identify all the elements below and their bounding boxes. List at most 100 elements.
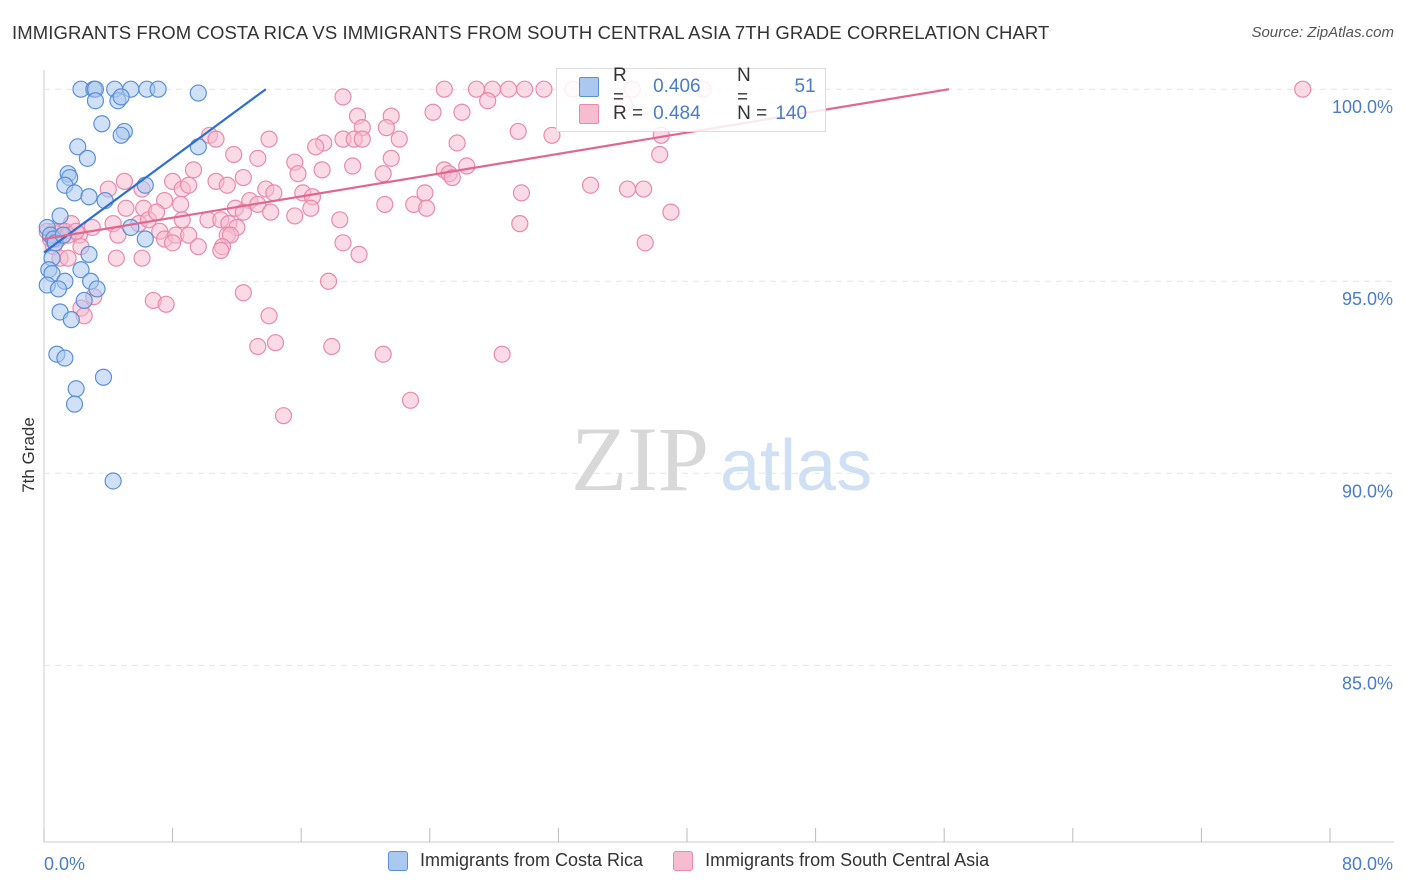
point-south-central-asia [180,176,198,194]
point-south-central-asia [189,238,207,256]
point-south-central-asia [511,215,529,233]
y-tick-label: 90.0% [1342,481,1393,501]
point-costa-rica [80,245,98,263]
point-south-central-asia [262,203,280,221]
point-south-central-asia [509,122,527,141]
trend-line-costa-rica [43,88,267,254]
point-south-central-asia [581,176,600,194]
point-costa-rica [78,149,97,167]
point-south-central-asia [157,295,175,313]
point-south-central-asia [424,103,442,121]
stats-n-value: 51 [794,76,816,97]
point-costa-rica [67,380,85,398]
grid-lines [44,88,1394,666]
point-south-central-asia [435,80,453,98]
point-south-central-asia [172,195,190,214]
point-south-central-asia [443,168,461,187]
legend-swatch-blue [388,850,408,871]
stats-swatch-blue [579,77,599,97]
x-tick-label: 0.0% [44,854,85,874]
point-south-central-asia [107,249,125,267]
point-costa-rica [136,176,154,194]
point-south-central-asia [377,119,395,137]
point-south-central-asia [133,249,151,267]
x-tick-label: 80.0% [1342,854,1393,874]
chart-source: Source: ZipAtlas.com [1251,24,1394,41]
point-south-central-asia [516,80,534,98]
point-south-central-asia [115,172,133,190]
point-south-central-asia [265,184,283,202]
point-south-central-asia [458,157,476,175]
point-costa-rica [112,126,130,144]
point-south-central-asia [493,345,511,363]
point-costa-rica [136,230,154,248]
stats-n-value: 140 [775,103,808,124]
stats-r-value: 0.406 [653,76,701,97]
chart-legend: Immigrants from Costa Rica Immigrants fr… [388,850,1019,871]
point-costa-rica [80,188,98,206]
point-costa-rica [72,261,90,279]
watermark-zip: ZIP [571,408,709,510]
point-south-central-asia [164,234,182,252]
point-south-central-asia [374,345,392,363]
point-south-central-asia [234,168,252,187]
point-south-central-asia [274,407,293,425]
point-south-central-asia [286,207,304,225]
point-costa-rica [104,472,122,490]
point-costa-rica [65,184,84,202]
point-south-central-asia [417,199,436,217]
point-south-central-asia [184,161,203,179]
point-south-central-asia [212,241,230,260]
stats-r-value: 0.484 [653,103,701,124]
point-south-central-asia [376,195,394,214]
point-south-central-asia [479,92,497,110]
point-south-central-asia [448,134,466,152]
point-south-central-asia [382,149,400,167]
point-south-central-asia [636,234,654,252]
stats-r-label: R = [613,103,644,124]
point-south-central-asia [453,103,471,121]
point-south-central-asia [234,203,252,221]
point-south-central-asia [302,199,320,217]
point-south-central-asia [260,307,278,325]
stats-r-label: R = [612,65,627,108]
axes [43,70,1394,843]
stats-row-south-central-asia: R = 0.484 N = 140 [579,101,811,127]
legend-swatch-pink [673,850,694,871]
point-south-central-asia [651,145,669,164]
point-costa-rica [189,84,207,102]
stats-swatch-pink [579,104,599,124]
point-south-central-asia [401,391,420,409]
y-tick-label: 95.0% [1342,289,1393,309]
point-south-central-asia [634,180,653,198]
point-south-central-asia [512,184,531,202]
point-costa-rica [65,395,84,413]
point-south-central-asia [334,88,352,106]
point-south-central-asia [117,199,135,217]
point-costa-rica [62,311,80,329]
point-south-central-asia [350,245,368,263]
point-south-central-asia [313,161,331,179]
y-tick-label: 100.0% [1332,97,1393,117]
point-south-central-asia [147,203,166,221]
point-costa-rica [69,138,87,156]
point-costa-rica [189,138,207,156]
point-south-central-asia [535,80,553,98]
point-south-central-asia [662,203,680,221]
point-costa-rica [49,280,68,298]
watermark-atlas: atlas [720,426,872,506]
legend-item-south-central-asia: Immigrants from South Central Asia [673,850,989,871]
point-south-central-asia [260,130,278,148]
y-tick-label: 85.0% [1342,673,1393,693]
point-costa-rica [122,218,140,237]
point-south-central-asia [249,149,267,167]
legend-label: Immigrants from Costa Rica [420,850,644,870]
y-axis-label: 7th Grade [19,417,38,493]
point-south-central-asia [543,126,561,144]
point-south-central-asia [225,145,243,164]
point-south-central-asia [307,138,325,156]
legend-item-costa-rica: Immigrants from Costa Rica [388,850,643,871]
point-costa-rica [51,207,69,225]
chart-title: IMMIGRANTS FROM COSTA RICA VS IMMIGRANTS… [12,22,1050,43]
